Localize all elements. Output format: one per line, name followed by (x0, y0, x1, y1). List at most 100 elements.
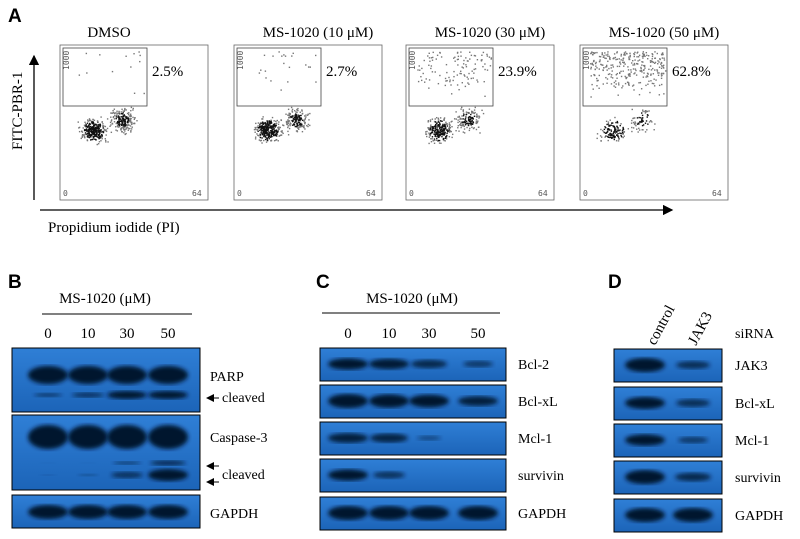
event (470, 77, 472, 80)
event (267, 127, 270, 129)
event (654, 123, 656, 125)
event (88, 136, 91, 139)
event (117, 116, 119, 118)
event (595, 61, 597, 64)
event (93, 135, 95, 138)
event (298, 122, 301, 124)
event (270, 126, 273, 128)
event (623, 131, 626, 133)
event (262, 116, 264, 118)
event (446, 71, 448, 74)
event (267, 136, 270, 138)
event (118, 124, 121, 126)
event (124, 130, 126, 132)
event (114, 114, 116, 117)
event (264, 70, 267, 72)
event (129, 127, 131, 130)
event (126, 121, 129, 124)
event (606, 64, 608, 67)
event (298, 118, 300, 120)
event (604, 52, 606, 54)
event (446, 134, 448, 137)
event (612, 66, 615, 68)
event (641, 119, 643, 121)
band (625, 470, 665, 484)
event (89, 123, 91, 125)
event (606, 123, 608, 126)
band (72, 392, 104, 398)
event (658, 72, 660, 74)
event (303, 126, 305, 129)
event (627, 83, 630, 85)
event (263, 128, 266, 131)
event (129, 118, 131, 120)
event (127, 123, 129, 126)
event (269, 136, 272, 138)
event (275, 122, 277, 125)
event (638, 82, 640, 84)
event (273, 127, 275, 130)
event (128, 124, 130, 126)
event (125, 128, 127, 130)
event (300, 117, 302, 119)
event (262, 132, 264, 134)
event (86, 130, 89, 132)
event (127, 117, 129, 120)
treatment: MS-1020 (μM) (59, 291, 151, 307)
blot-label: cleaved (222, 391, 265, 406)
event (417, 69, 419, 71)
event (643, 54, 645, 56)
event (97, 130, 99, 132)
event (303, 125, 305, 127)
event (430, 124, 432, 126)
event (297, 116, 300, 118)
event (620, 123, 622, 125)
event (109, 121, 112, 124)
event (448, 126, 450, 129)
event (127, 129, 130, 131)
event (476, 116, 478, 119)
event (289, 116, 292, 118)
event (132, 107, 134, 110)
event (428, 64, 430, 66)
event (105, 134, 107, 136)
event (89, 139, 92, 141)
event (288, 127, 291, 130)
event (443, 133, 445, 135)
event (443, 118, 445, 120)
event (644, 110, 647, 112)
event (124, 115, 126, 117)
event (650, 73, 652, 75)
event (94, 130, 97, 133)
event (268, 120, 270, 122)
event (603, 67, 605, 69)
band (107, 425, 147, 449)
event (259, 129, 261, 132)
event (95, 134, 98, 136)
event (448, 123, 450, 126)
event (91, 127, 94, 129)
event (660, 53, 663, 56)
event (463, 59, 465, 62)
event (277, 123, 280, 126)
event (658, 61, 660, 63)
event (265, 123, 267, 125)
event (259, 133, 261, 135)
event (263, 127, 265, 130)
event (433, 142, 436, 145)
event (460, 51, 462, 53)
event (642, 51, 645, 53)
event (118, 121, 120, 124)
x-tick: 64 (538, 189, 548, 198)
event (289, 123, 291, 126)
event (468, 83, 470, 85)
event (477, 120, 479, 122)
event (446, 132, 448, 135)
event (471, 122, 473, 125)
event (301, 123, 303, 126)
event (451, 136, 453, 139)
event (617, 128, 619, 130)
event (112, 116, 115, 119)
event (78, 74, 81, 76)
event (477, 81, 479, 83)
